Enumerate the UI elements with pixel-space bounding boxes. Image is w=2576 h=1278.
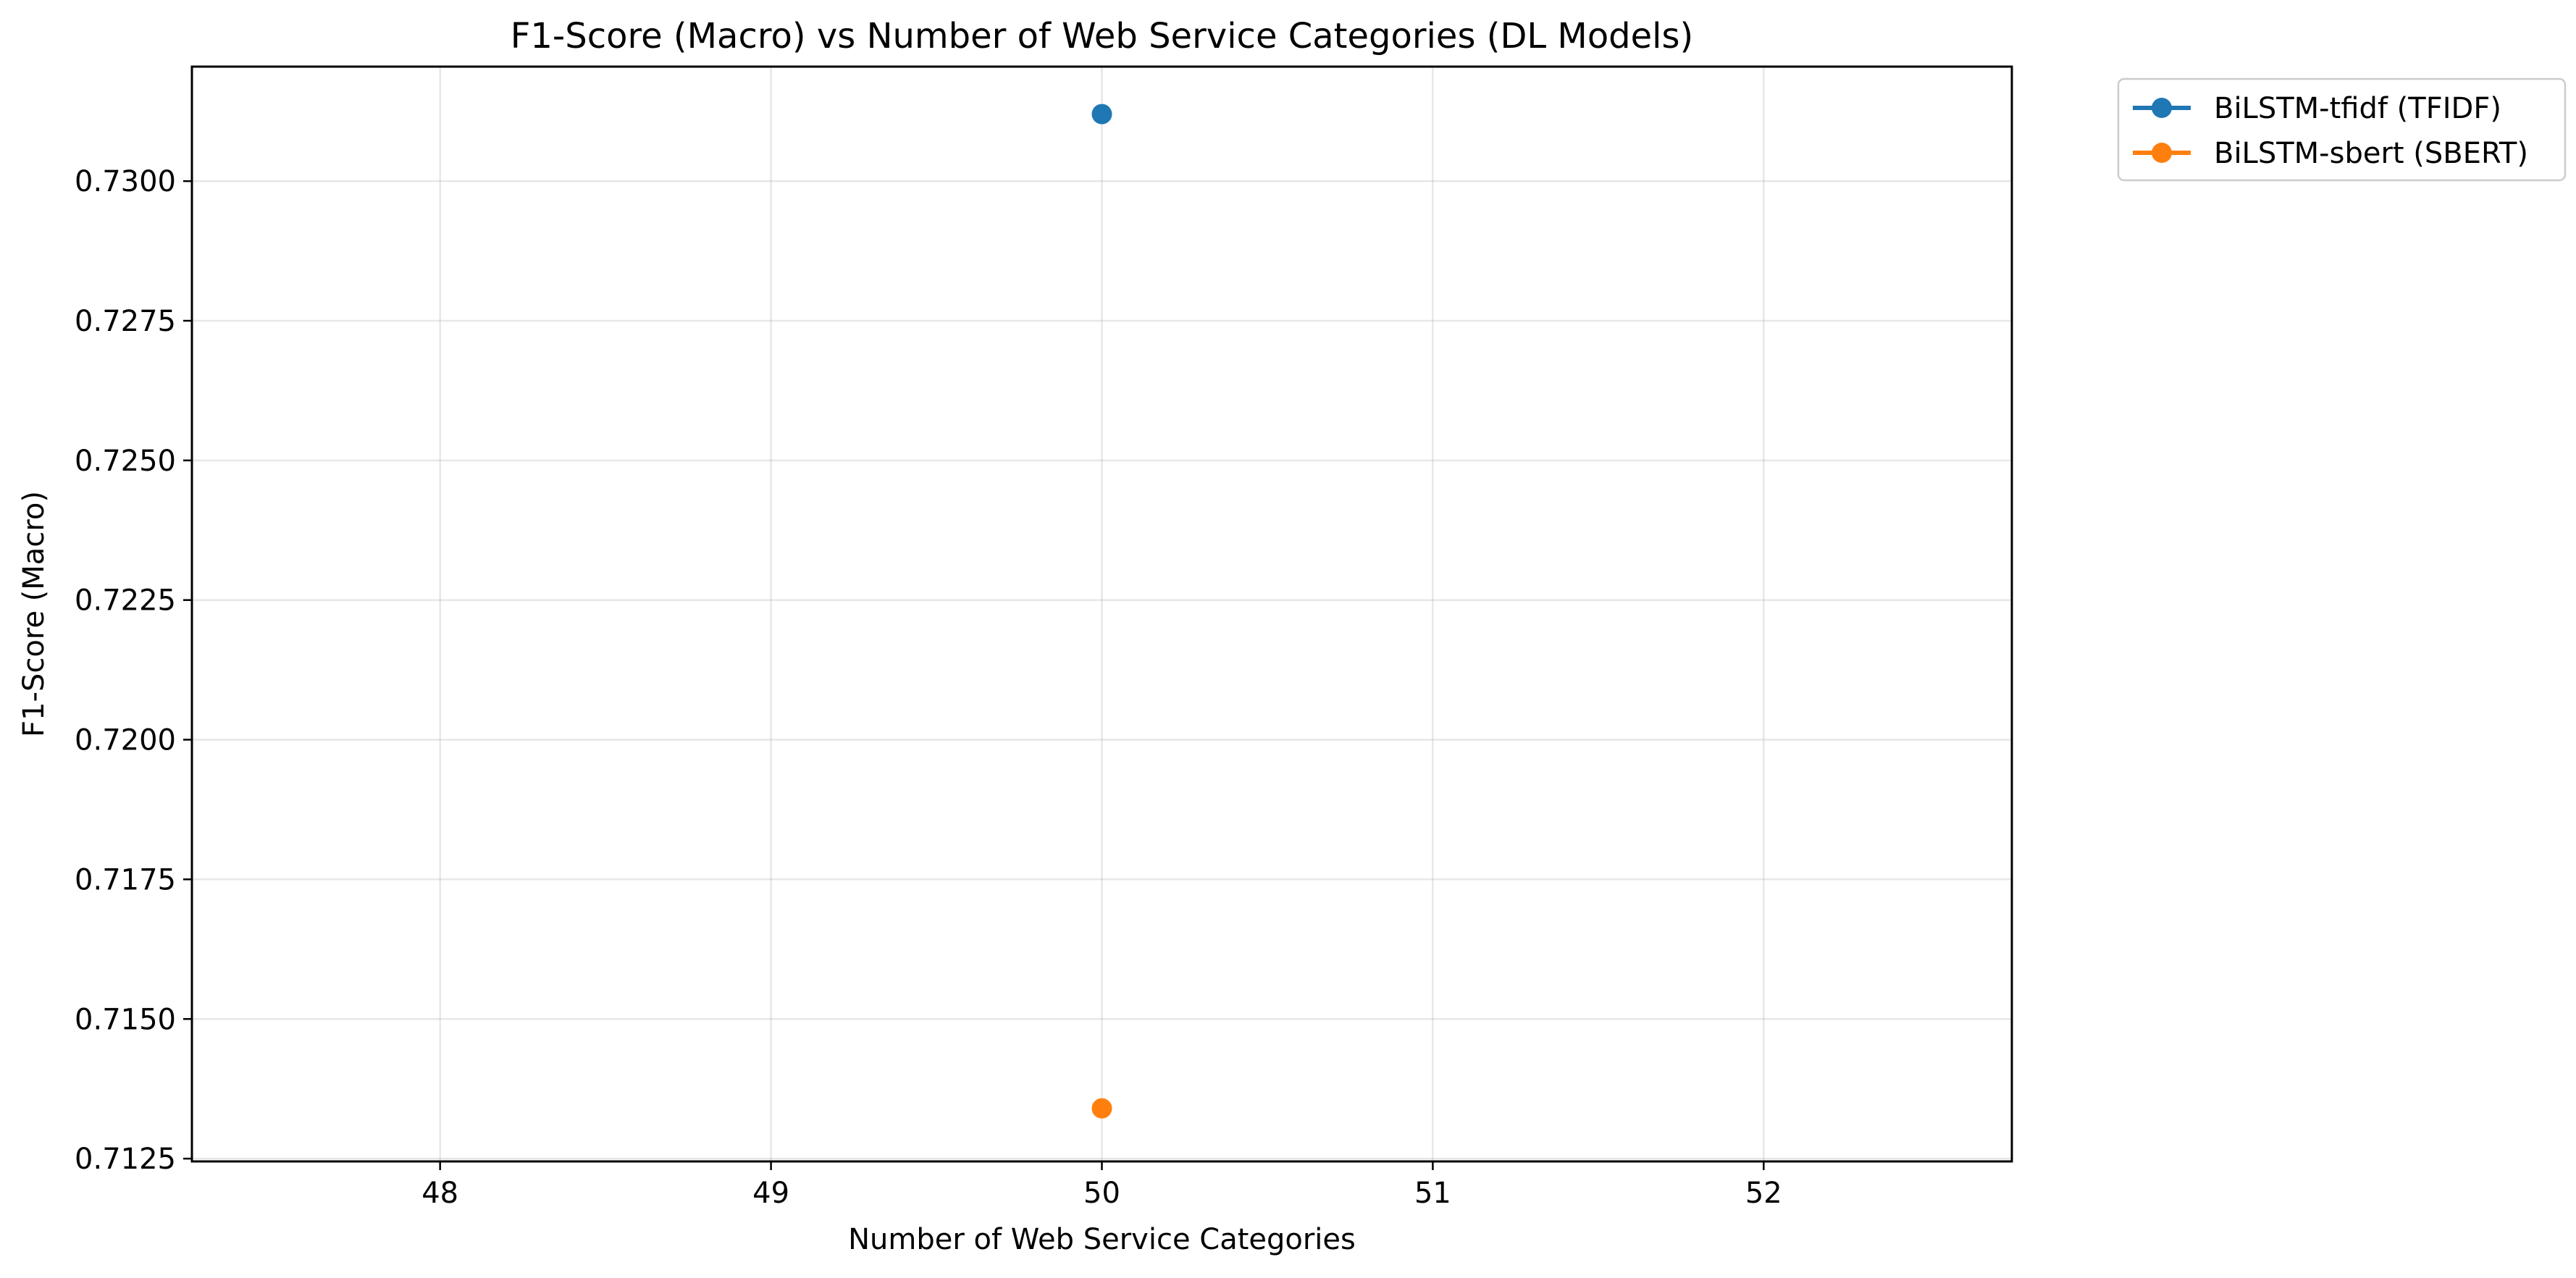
y-tick-label: 0.7275 — [75, 305, 176, 338]
legend: BiLSTM-tfidf (TFIDF) BiLSTM-sbert (SBERT) — [2117, 77, 2567, 182]
x-tick-label: 49 — [752, 1177, 789, 1210]
y-tick-label: 0.7175 — [75, 863, 176, 896]
legend-marker — [2152, 98, 2172, 118]
y-tick-label: 0.7200 — [75, 724, 176, 757]
x-tick-label: 52 — [1745, 1177, 1782, 1210]
y-tick-label: 0.7250 — [75, 445, 176, 478]
data-point — [1091, 1098, 1112, 1119]
y-tick-label: 0.7125 — [75, 1143, 176, 1176]
y-grid — [192, 180, 2012, 1160]
series-1 — [1091, 1098, 1112, 1119]
legend-item: BiLSTM-sbert (SBERT) — [2133, 137, 2528, 170]
legend-box — [2117, 77, 2567, 182]
chart-title: F1-Score (Macro) vs Number of Web Servic… — [511, 16, 1694, 56]
data-point — [1091, 104, 1112, 125]
x-axis-label: Number of Web Service Categories — [848, 1223, 1356, 1256]
x-tick-label: 50 — [1083, 1177, 1120, 1210]
y-tick-label: 0.7300 — [75, 165, 176, 198]
x-tick-label: 51 — [1414, 1177, 1451, 1210]
legend-marker — [2152, 143, 2172, 163]
data-series — [1091, 104, 1112, 1119]
y-tick-label: 0.7225 — [75, 584, 176, 618]
legend-label: BiLSTM-sbert (SBERT) — [2214, 137, 2528, 170]
x-axis-ticks: 48 49 50 51 52 — [421, 1161, 1782, 1210]
x-tick-label: 48 — [421, 1177, 458, 1210]
y-axis-label: F1-Score (Macro) — [17, 491, 51, 737]
legend-label: BiLSTM-tfidf (TFIDF) — [2214, 92, 2501, 125]
y-tick-label: 0.7150 — [75, 1003, 176, 1036]
legend-item: BiLSTM-tfidf (TFIDF) — [2133, 92, 2501, 125]
x-grid — [439, 67, 1765, 1161]
series-0 — [1091, 104, 1112, 125]
y-axis-ticks: 0.7125 0.7150 0.7175 0.7200 0.7225 0.7250 0.72… — [75, 165, 192, 1176]
